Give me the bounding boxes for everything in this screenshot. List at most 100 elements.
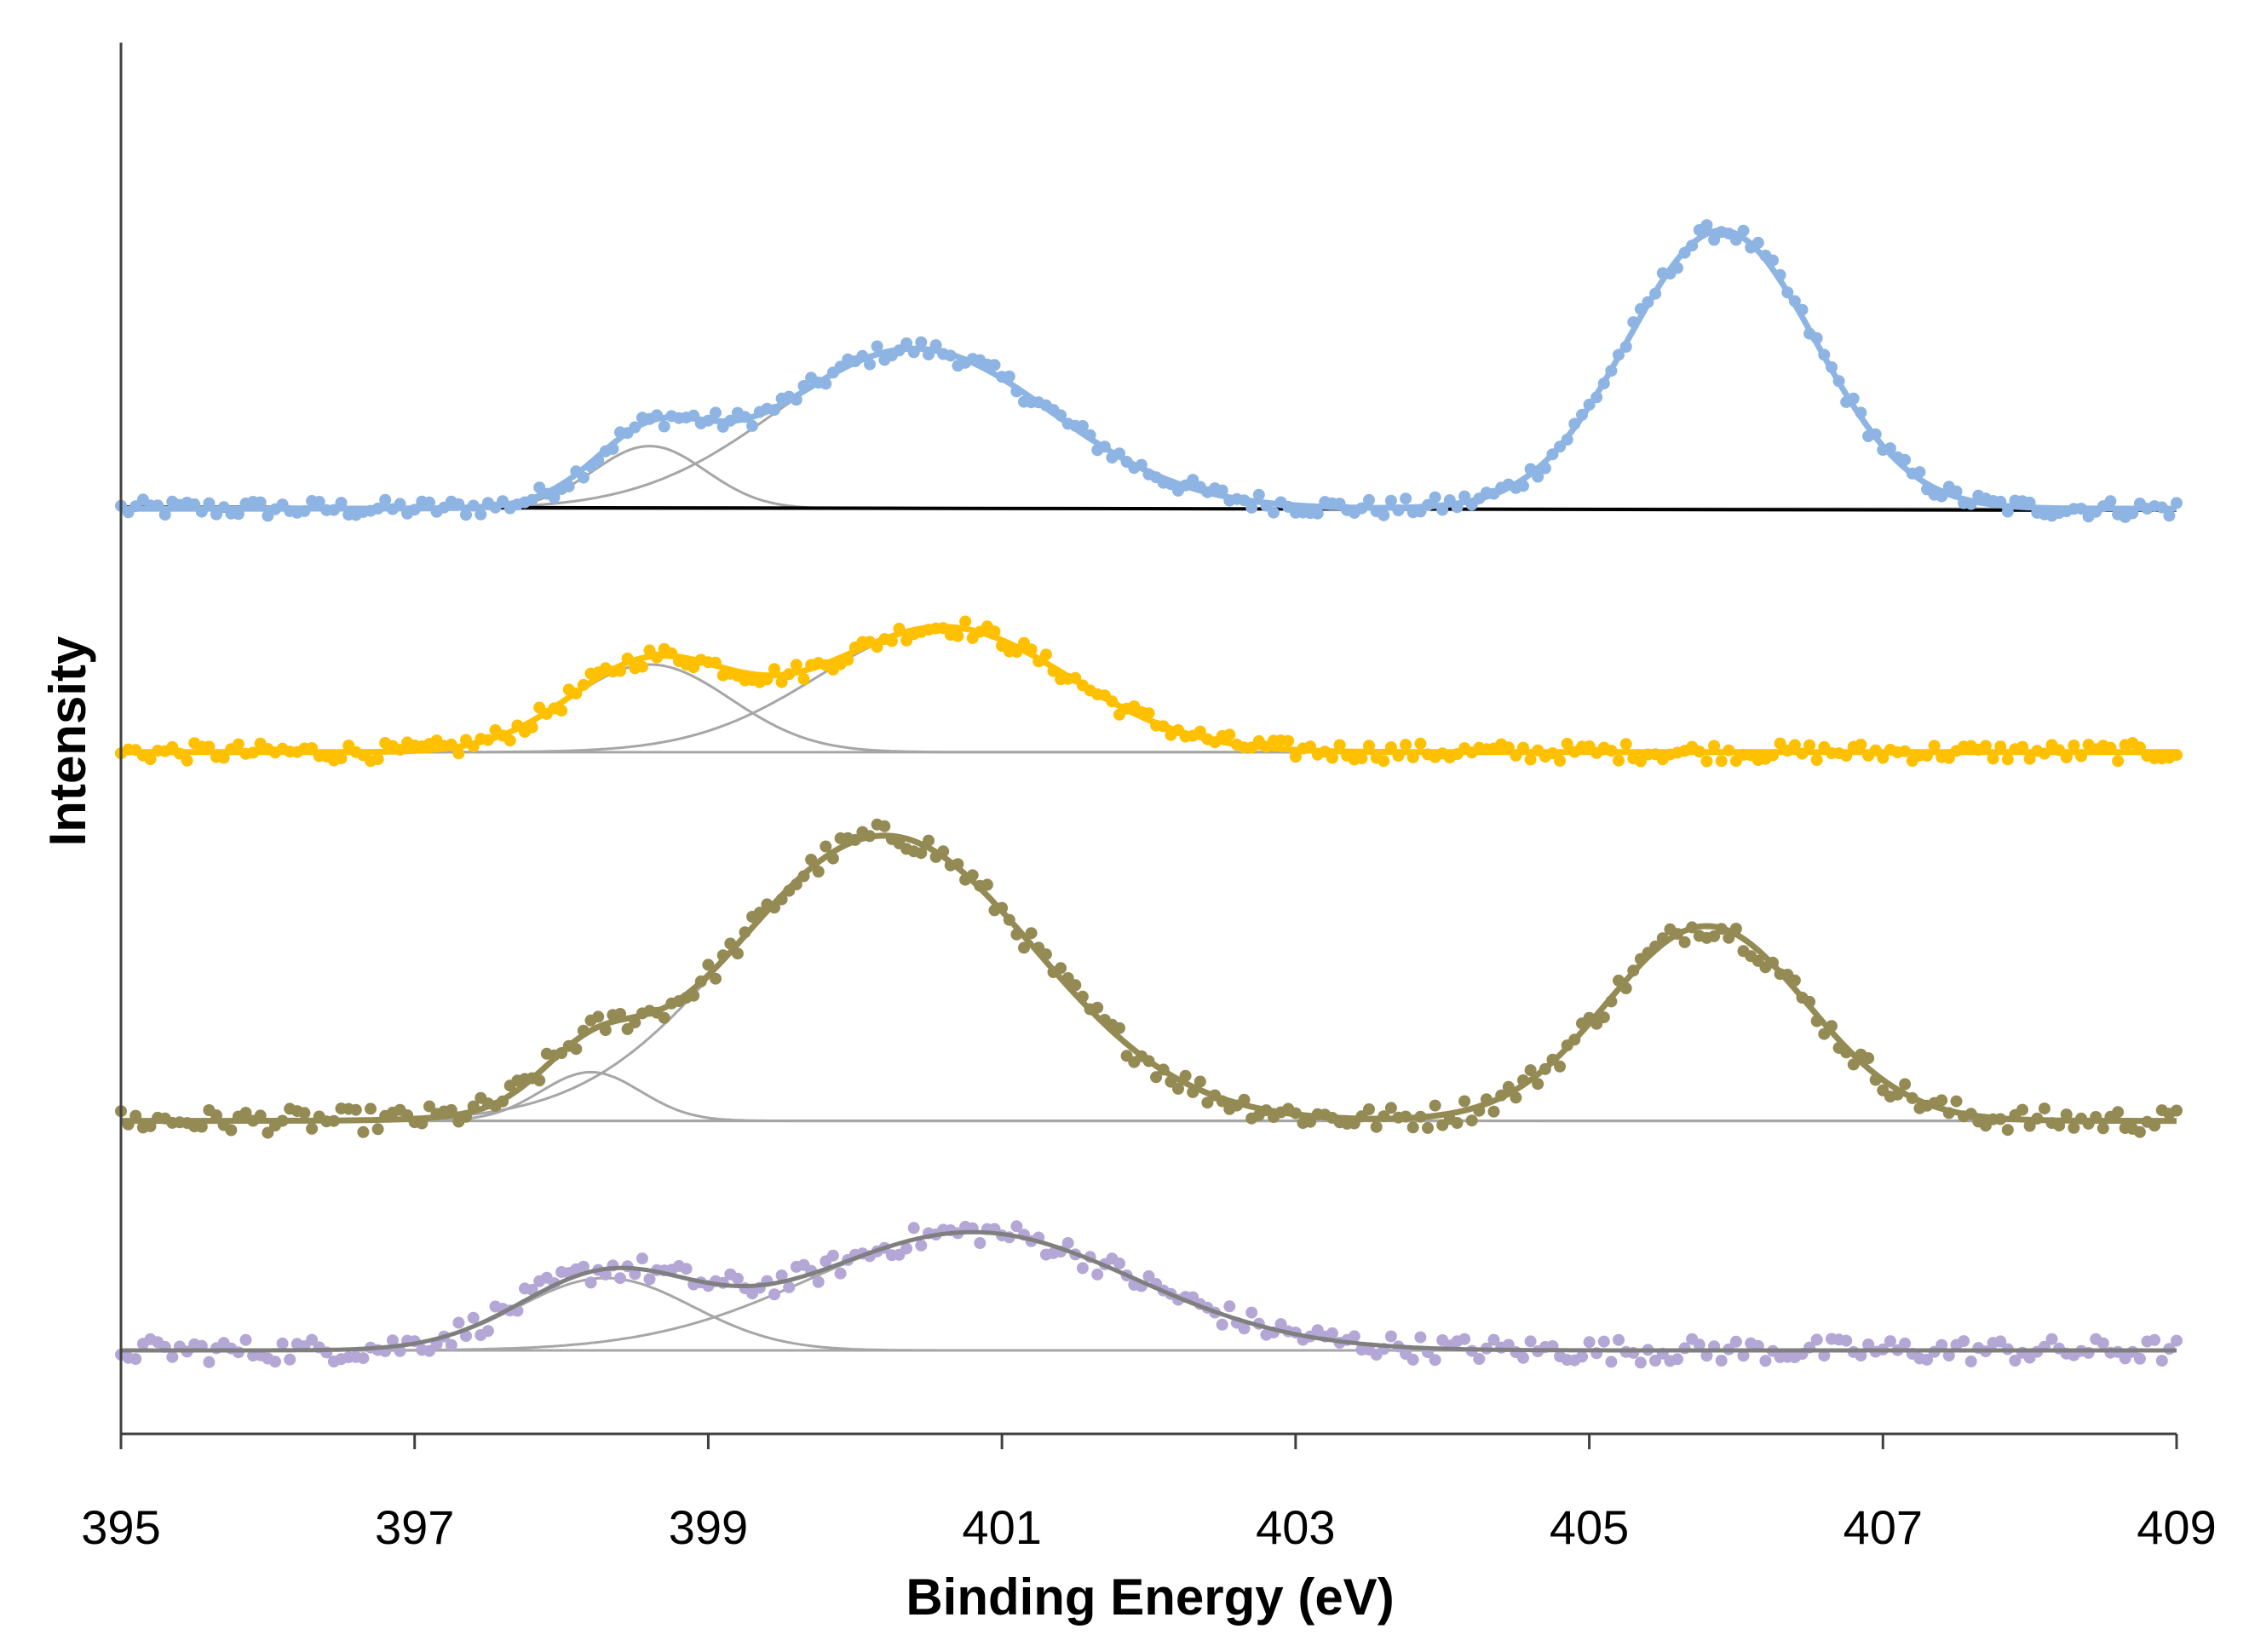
orange-fit-envelope — [120, 624, 2177, 756]
purple-data-point — [1348, 1330, 1360, 1343]
orange-data-point — [1987, 752, 1999, 765]
purple-data-point — [1473, 1353, 1486, 1365]
olive-data-point — [1524, 1064, 1537, 1077]
blue-data-point — [1708, 233, 1721, 246]
orange-data-point — [797, 673, 810, 685]
purple-data-point — [584, 1276, 597, 1289]
purple-data-point — [1583, 1336, 1596, 1349]
orange-data-point — [1788, 739, 1801, 751]
olive-data-point — [1678, 935, 1691, 948]
olive-data-point — [1936, 1094, 1948, 1107]
orange-data-point — [959, 615, 972, 628]
series-blue — [115, 219, 2183, 523]
orange-data-point — [1363, 740, 1375, 752]
purple-data-point — [1994, 1335, 2007, 1348]
orange-data-point — [335, 752, 348, 765]
purple-data-point — [1818, 1350, 1831, 1362]
purple-data-point — [1142, 1269, 1155, 1282]
orange-data-point — [1715, 755, 1728, 768]
olive-data-point — [658, 1011, 670, 1024]
series-olive — [115, 818, 2183, 1139]
purple-data-point — [1649, 1355, 1662, 1367]
olive-data-point — [1406, 1121, 1419, 1134]
olive-component-2 — [121, 834, 2177, 1123]
olive-data-point — [1465, 1114, 1478, 1127]
purple-data-point — [614, 1272, 626, 1285]
orange-data-point — [1979, 740, 1992, 752]
olive-data-point — [1018, 941, 1030, 954]
purple-data-point — [2155, 1355, 2168, 1367]
olive-data-point — [2016, 1103, 2028, 1116]
orange-data-point — [1700, 755, 1713, 768]
blue-data-point — [1378, 509, 1390, 521]
orange-data-point — [2023, 752, 2036, 765]
olive-data-point — [2133, 1125, 2146, 1138]
purple-data-point — [2171, 1334, 2183, 1347]
purple-data-point — [386, 1334, 399, 1347]
purple-data-point — [1010, 1220, 1023, 1233]
x-tick-label-399: 399 — [669, 1500, 748, 1554]
purple-data-point — [577, 1260, 590, 1273]
purple-data-point — [1576, 1350, 1588, 1363]
x-tick-label-401: 401 — [962, 1500, 1041, 1554]
blue-data-point — [475, 508, 487, 521]
purple-data-point — [1810, 1333, 1823, 1346]
olive-fit-envelope — [120, 832, 2177, 1125]
orange-data-point — [1708, 740, 1721, 752]
purple-data-point — [2009, 1355, 2022, 1367]
olive-data-point — [2060, 1108, 2073, 1121]
orange-data-point — [1400, 739, 1412, 751]
purple-data-point — [1862, 1338, 1875, 1350]
orange-data-point — [371, 753, 384, 765]
orange-data-point — [503, 734, 516, 747]
purple-data-point — [1524, 1335, 1537, 1348]
purple-data-point — [1899, 1337, 1912, 1350]
orange-data-point — [1333, 739, 1346, 751]
purple-data-point — [680, 1263, 693, 1275]
purple-data-point — [276, 1337, 289, 1350]
purple-data-point — [1414, 1331, 1427, 1344]
purple-data-point — [306, 1333, 319, 1346]
olive-data-point — [1429, 1099, 1441, 1112]
orange-data-point — [232, 738, 244, 751]
blue-data-point — [1268, 506, 1280, 519]
y-axis-title: Intensity — [39, 636, 96, 846]
purple-data-point — [643, 1273, 656, 1286]
purple-data-point — [1921, 1353, 1933, 1366]
purple-data-point — [1840, 1334, 1853, 1347]
orange-data-point — [1803, 739, 1816, 751]
purple-data-point — [1729, 1335, 1742, 1348]
orange-data-point — [1378, 755, 1390, 768]
purple-data-point — [1958, 1335, 1970, 1348]
orange-component-2 — [121, 625, 2177, 754]
purple-data-point — [1076, 1262, 1089, 1275]
purple-data-point — [1759, 1355, 1772, 1367]
purple-data-point — [1671, 1353, 1683, 1366]
x-tick-label-395: 395 — [81, 1500, 160, 1554]
olive-data-point — [1950, 1095, 1963, 1108]
purple-data-point — [1964, 1356, 1977, 1367]
olive-data-point — [1201, 1097, 1214, 1109]
x-ticks: 395 397 399 401 403 405 407 409 — [81, 1434, 2217, 1554]
orange-data-point — [1414, 737, 1427, 750]
purple-data-point — [1223, 1300, 1236, 1313]
blue-data-point — [864, 358, 876, 371]
purple-data-point — [1605, 1356, 1618, 1368]
x-tick-label-409: 409 — [2137, 1500, 2216, 1554]
purple-data-point — [1700, 1350, 1713, 1362]
blue-data-point — [1311, 507, 1324, 520]
blue-data-point — [1363, 493, 1375, 506]
olive-data-point — [1451, 1117, 1464, 1129]
olive-data-point — [1363, 1103, 1375, 1115]
blue-data-point — [871, 340, 883, 353]
orange-data-point — [1855, 739, 1867, 751]
olive-data-point — [2038, 1102, 2051, 1115]
olive-data-point — [225, 1124, 238, 1137]
purple-data-point — [1113, 1258, 1125, 1269]
orange-data-point — [790, 659, 802, 671]
olive-data-point — [1370, 1120, 1383, 1133]
purple-data-point — [731, 1272, 744, 1285]
series-orange — [115, 615, 2183, 768]
orange-data-point — [1774, 737, 1786, 750]
blue-data-point — [1700, 219, 1713, 232]
